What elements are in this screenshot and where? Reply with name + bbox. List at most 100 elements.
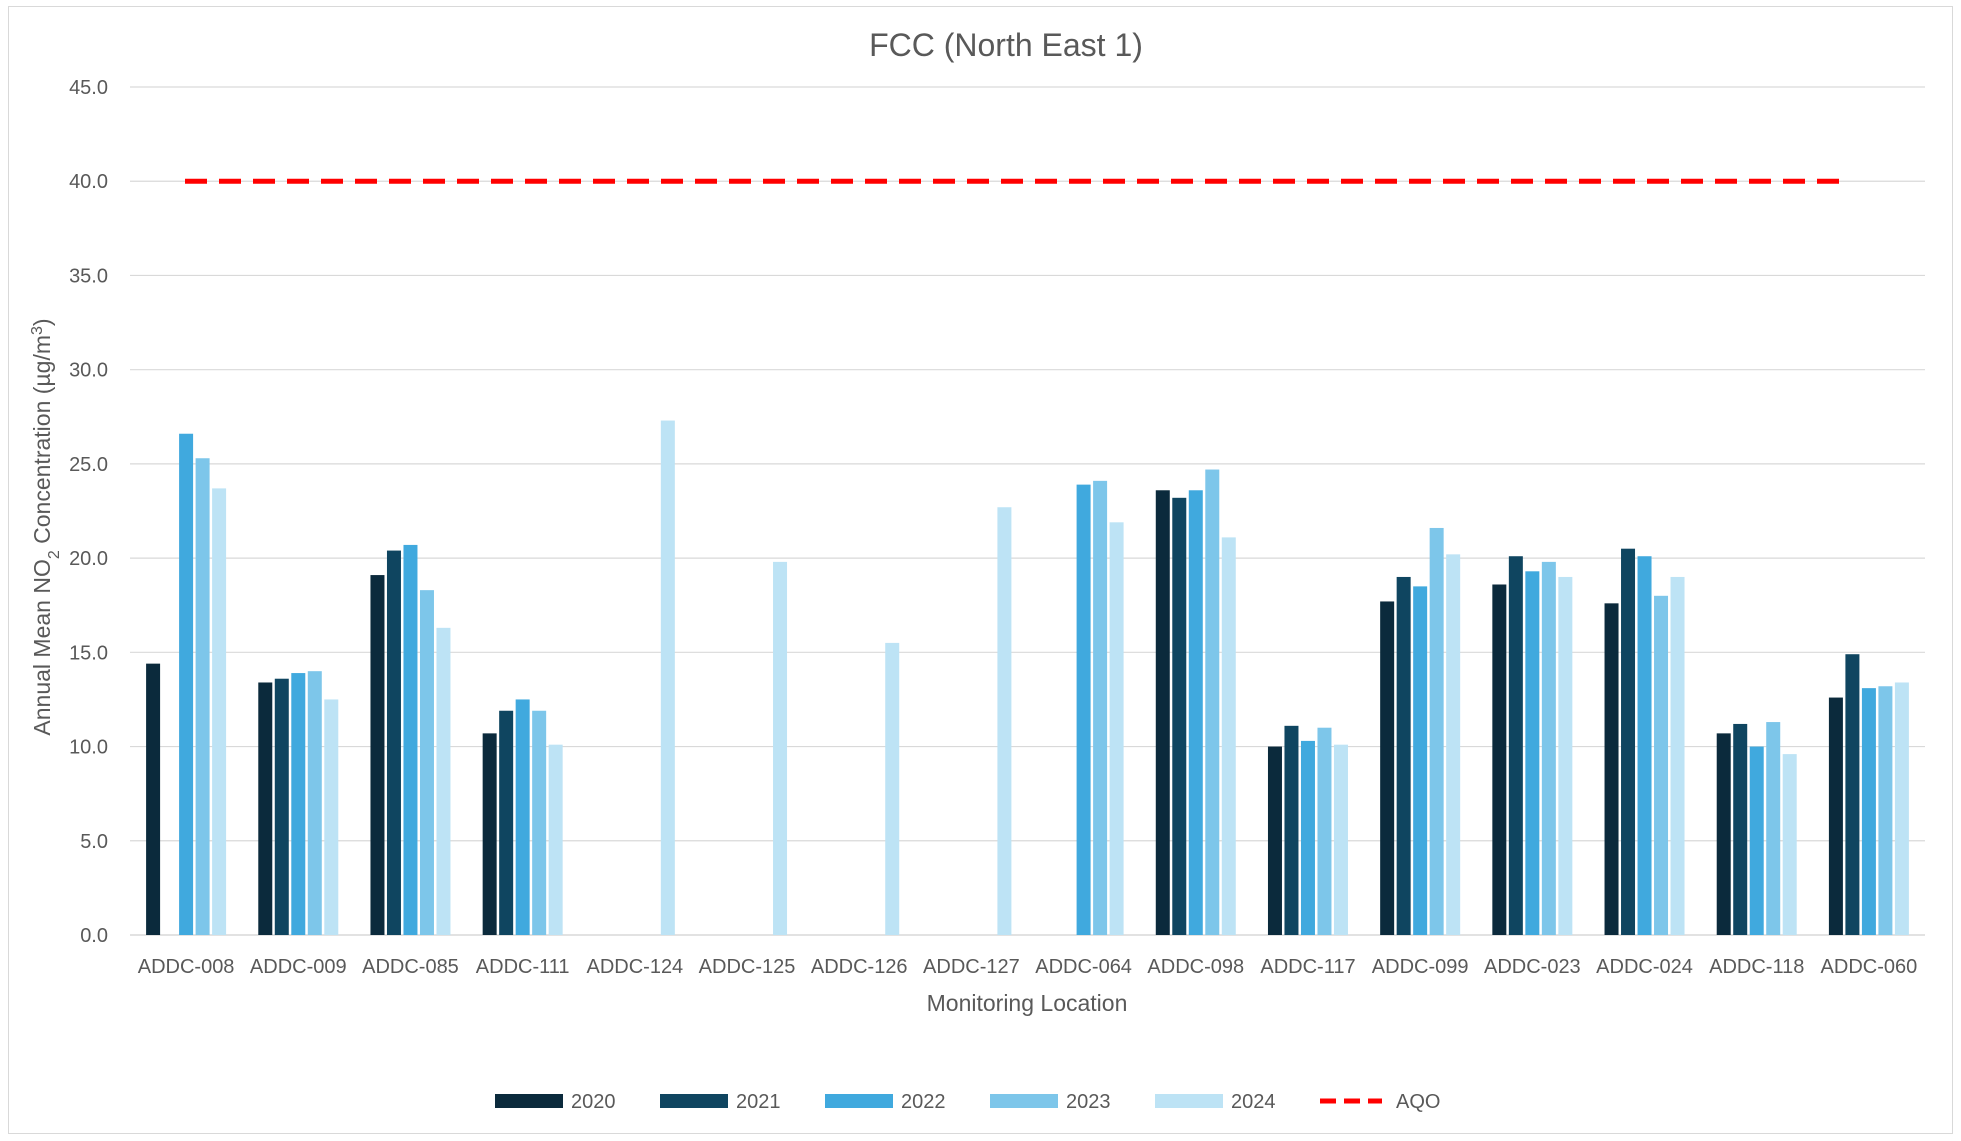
- bar-2024-ADDC-009: [324, 699, 339, 935]
- bar-2024-ADDC-118: [1782, 754, 1797, 935]
- bar-2024-ADDC-125: [773, 561, 788, 935]
- y-axis-label-pre: Annual Mean NO: [29, 559, 55, 735]
- chart-title: FCC (North East 1): [869, 27, 1143, 63]
- bar-2020-ADDC-117: [1267, 746, 1282, 935]
- bar-2021-ADDC-085: [386, 550, 401, 935]
- bar-2024-ADDC-060: [1894, 682, 1909, 935]
- y-tick-label: 35.0: [69, 265, 108, 287]
- bar-2020-ADDC-085: [370, 575, 385, 935]
- bar-2021-ADDC-098: [1172, 497, 1187, 935]
- bar-2022-ADDC-023: [1525, 571, 1540, 935]
- y-tick-label: 5.0: [80, 831, 108, 853]
- legend-swatch-2022: [825, 1094, 893, 1108]
- bar-2020-ADDC-111: [482, 733, 497, 935]
- legend: 2020 2021 2022 2023 2024 AQO: [495, 1091, 1440, 1113]
- bar-2022-ADDC-111: [515, 699, 530, 935]
- legend-swatch-2023: [990, 1094, 1058, 1108]
- x-tick-label: ADDC-064: [1035, 956, 1132, 978]
- bar-2023-ADDC-024: [1654, 595, 1669, 935]
- bar-2022-ADDC-009: [291, 673, 306, 935]
- bar-2021-ADDC-060: [1845, 654, 1860, 935]
- bar-2021-ADDC-118: [1733, 723, 1748, 935]
- bar-2023-ADDC-060: [1878, 686, 1893, 935]
- bar-2020-ADDC-009: [258, 682, 273, 935]
- x-tick-label: ADDC-023: [1484, 956, 1581, 978]
- y-axis-label-mid: Concentration (µg/m: [29, 335, 55, 550]
- y-axis-label-sup: 3: [29, 326, 46, 335]
- bar-2020-ADDC-023: [1492, 584, 1507, 935]
- x-tick-label: ADDC-060: [1821, 956, 1918, 978]
- legend-swatch-2020: [495, 1094, 563, 1108]
- bar-2023-ADDC-085: [419, 590, 434, 935]
- y-tick-label: 10.0: [69, 737, 108, 759]
- bar-2023-ADDC-117: [1317, 727, 1332, 935]
- x-tick-label: ADDC-111: [476, 956, 570, 978]
- bar-2022-ADDC-085: [403, 544, 418, 935]
- x-tick-label: ADDC-118: [1709, 956, 1804, 978]
- bar-2020-ADDC-060: [1828, 697, 1843, 935]
- y-tick-label: 15.0: [69, 642, 108, 664]
- x-tick-label: ADDC-099: [1372, 956, 1469, 978]
- bar-2024-ADDC-099: [1446, 554, 1461, 935]
- y-axis-label: Annual Mean NO2 Concentration (µg/m3): [29, 318, 63, 735]
- x-tick-label: ADDC-024: [1596, 956, 1693, 978]
- bar-2024-ADDC-117: [1333, 744, 1348, 935]
- bar-2022-ADDC-098: [1188, 490, 1203, 935]
- x-tick-label: ADDC-009: [250, 956, 347, 978]
- y-tick-label: 45.0: [69, 77, 108, 99]
- bar-2024-ADDC-127: [997, 507, 1012, 935]
- bar-2024-ADDC-023: [1558, 576, 1573, 935]
- legend-label-2021: 2021: [736, 1091, 781, 1113]
- bar-2021-ADDC-111: [499, 710, 514, 935]
- bar-2024-ADDC-024: [1670, 576, 1685, 935]
- bar-2022-ADDC-099: [1413, 586, 1428, 935]
- y-axis-label-sub: 2: [46, 550, 63, 559]
- bar-2020-ADDC-024: [1604, 603, 1619, 935]
- x-tick-label: ADDC-098: [1147, 956, 1244, 978]
- bar-2022-ADDC-117: [1300, 740, 1315, 935]
- y-tick-label: 30.0: [69, 360, 108, 382]
- bar-2023-ADDC-023: [1541, 561, 1556, 935]
- bar-2023-ADDC-008: [195, 458, 210, 935]
- bar-2020-ADDC-008: [146, 663, 161, 935]
- y-axis-label-post: ): [29, 318, 55, 326]
- bar-2021-ADDC-023: [1508, 556, 1523, 935]
- bar-2020-ADDC-099: [1380, 601, 1395, 935]
- bar-2024-ADDC-008: [212, 488, 227, 935]
- bar-2024-ADDC-126: [885, 642, 900, 935]
- bars: [146, 420, 1909, 936]
- bar-2022-ADDC-064: [1076, 484, 1091, 935]
- y-tick-label: 40.0: [69, 171, 108, 193]
- bar-2022-ADDC-008: [179, 433, 194, 935]
- bar-2023-ADDC-118: [1766, 722, 1781, 935]
- bar-2024-ADDC-124: [660, 420, 675, 936]
- bar-2024-ADDC-098: [1221, 537, 1236, 935]
- legend-label-2022: 2022: [901, 1091, 946, 1113]
- x-tick-label: ADDC-124: [586, 956, 683, 978]
- y-tick-label: 20.0: [69, 548, 108, 570]
- bar-2023-ADDC-098: [1205, 469, 1220, 935]
- legend-label-2020: 2020: [571, 1091, 616, 1113]
- bar-2024-ADDC-085: [436, 627, 451, 935]
- legend-label-AQO: AQO: [1396, 1091, 1440, 1113]
- x-tick-label: ADDC-117: [1260, 956, 1355, 978]
- y-axis-ticks: 0.0 5.0 10.0 15.0 20.0 25.0 30.0 35.0 40.0 45.0: [69, 77, 108, 947]
- legend-label-2024: 2024: [1231, 1091, 1276, 1113]
- bar-2021-ADDC-024: [1621, 548, 1636, 935]
- bar-2023-ADDC-009: [307, 671, 322, 935]
- x-tick-label: ADDC-126: [811, 956, 908, 978]
- bar-2021-ADDC-099: [1396, 576, 1411, 935]
- bar-2021-ADDC-009: [274, 678, 289, 935]
- bar-2022-ADDC-060: [1861, 688, 1876, 935]
- legend-label-2023: 2023: [1066, 1091, 1111, 1113]
- y-tick-label: 0.0: [80, 925, 108, 947]
- bar-2020-ADDC-118: [1716, 733, 1731, 935]
- bar-2022-ADDC-024: [1637, 556, 1652, 935]
- bar-2020-ADDC-098: [1155, 490, 1170, 935]
- bar-2023-ADDC-111: [532, 710, 547, 935]
- x-tick-label: ADDC-127: [923, 956, 1020, 978]
- bar-2022-ADDC-118: [1749, 746, 1764, 935]
- legend-swatch-2021: [660, 1094, 728, 1108]
- bar-2021-ADDC-117: [1284, 725, 1299, 935]
